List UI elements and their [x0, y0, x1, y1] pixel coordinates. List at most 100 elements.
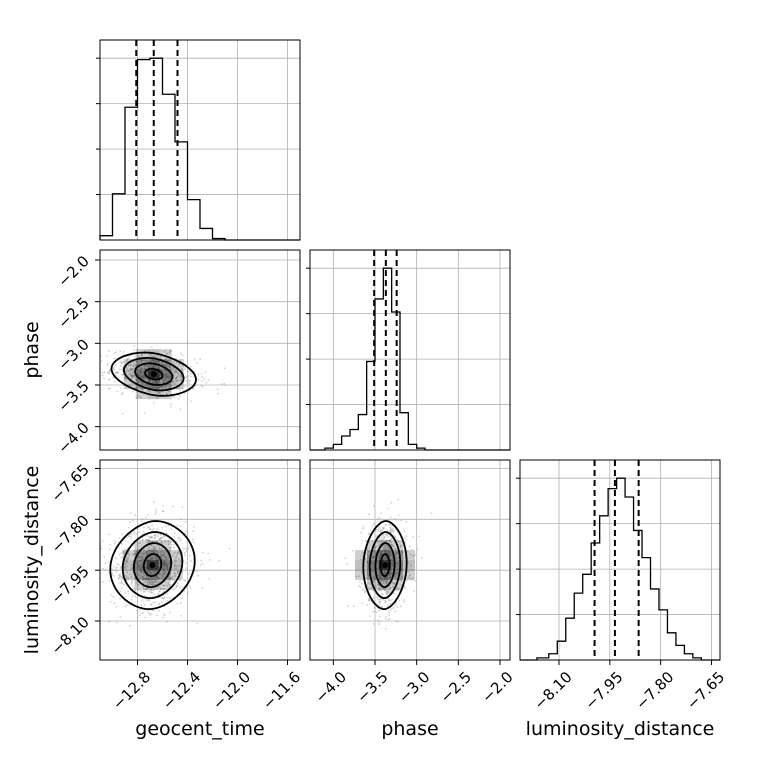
- sample-point: [122, 360, 125, 363]
- sample-point: [174, 380, 177, 383]
- sample-point: [379, 589, 381, 592]
- sample-point: [357, 575, 360, 578]
- sample-point: [373, 546, 376, 549]
- sample-point: [389, 516, 392, 519]
- sample-point: [139, 552, 142, 555]
- sample-point: [167, 583, 170, 586]
- sample-point: [378, 526, 381, 528]
- sample-point: [119, 573, 122, 576]
- sample-point: [177, 570, 180, 573]
- sample-point: [121, 551, 124, 553]
- sample-point: [394, 549, 397, 552]
- sample-point: [123, 551, 126, 554]
- sample-point: [140, 604, 143, 607]
- sample-point: [405, 579, 408, 582]
- sample-point: [180, 614, 183, 617]
- sample-point: [141, 557, 144, 559]
- sample-point: [179, 525, 182, 528]
- sample-point: [143, 549, 145, 552]
- sample-point: [98, 356, 100, 358]
- sample-point: [171, 555, 174, 557]
- sample-point: [381, 582, 384, 585]
- sample-point: [149, 527, 152, 530]
- sample-point: [395, 552, 398, 554]
- sample-point: [173, 383, 176, 385]
- sample-point: [352, 605, 355, 608]
- sample-point: [142, 388, 144, 391]
- sample-point: [134, 379, 137, 382]
- sample-point: [162, 553, 165, 556]
- sample-point: [145, 383, 148, 386]
- sample-point: [169, 405, 172, 408]
- density-cell: [158, 540, 171, 551]
- sample-point: [171, 576, 173, 579]
- sample-point: [147, 389, 150, 392]
- sample-point: [383, 548, 386, 551]
- sample-point: [388, 591, 391, 593]
- sample-point: [154, 513, 157, 515]
- sample-point: [164, 558, 167, 561]
- sample-point: [188, 379, 191, 382]
- sample-point: [397, 589, 400, 592]
- sample-point: [381, 592, 383, 595]
- sample-point: [173, 579, 176, 582]
- sample-point: [395, 551, 398, 554]
- sample-point: [129, 368, 132, 371]
- density-cell: [146, 550, 159, 561]
- sample-point: [137, 381, 140, 384]
- sample-point: [129, 535, 132, 538]
- sample-point: [392, 581, 394, 584]
- sample-point: [148, 582, 151, 584]
- sample-point: [372, 611, 374, 613]
- sample-point: [146, 514, 149, 517]
- sample-point: [158, 545, 160, 547]
- sample-point: [136, 557, 139, 560]
- sample-point: [386, 539, 389, 541]
- sample-point: [119, 582, 122, 585]
- x-tick-label-geocent_time: −12.4: [159, 668, 204, 713]
- sample-point: [125, 560, 128, 563]
- sample-point: [372, 597, 375, 599]
- sample-point: [108, 369, 111, 371]
- sample-point: [374, 546, 377, 549]
- x-tick-label-geocent_time: −11.6: [259, 668, 304, 713]
- sample-point: [400, 550, 403, 553]
- sample-point: [377, 544, 380, 547]
- sample-point: [208, 577, 211, 580]
- y-tick-label-phase: −2.5: [54, 294, 92, 332]
- sample-point: [126, 565, 128, 568]
- sample-point: [153, 548, 156, 551]
- sample-point: [122, 373, 125, 376]
- sample-point: [82, 611, 84, 613]
- sample-point: [137, 542, 140, 544]
- sample-point: [145, 523, 148, 526]
- sample-point: [116, 563, 119, 566]
- sample-point: [151, 583, 154, 586]
- sample-point: [170, 528, 173, 530]
- sample-point: [163, 584, 166, 587]
- sample-point: [140, 366, 142, 369]
- density-cell: [391, 570, 403, 581]
- sample-point: [148, 528, 151, 530]
- sample-point: [377, 540, 380, 543]
- sample-point: [391, 573, 393, 575]
- sample-point: [376, 596, 379, 599]
- sample-point: [142, 578, 145, 581]
- density-cell: [122, 560, 135, 571]
- sample-point: [105, 354, 108, 357]
- sample-point: [153, 534, 156, 537]
- sample-point: [139, 359, 142, 362]
- sample-point: [170, 540, 172, 543]
- sample-point: [386, 534, 389, 537]
- sample-point: [359, 585, 362, 588]
- sample-point: [382, 598, 385, 601]
- sample-point: [373, 580, 376, 583]
- sample-point: [163, 596, 166, 598]
- sample-point: [360, 558, 362, 561]
- histogram-geocent_time: [99, 57, 300, 241]
- sample-point: [368, 599, 371, 602]
- sample-point: [355, 575, 357, 578]
- sample-point: [381, 593, 384, 596]
- sample-point: [158, 547, 161, 550]
- sample-point: [161, 578, 164, 581]
